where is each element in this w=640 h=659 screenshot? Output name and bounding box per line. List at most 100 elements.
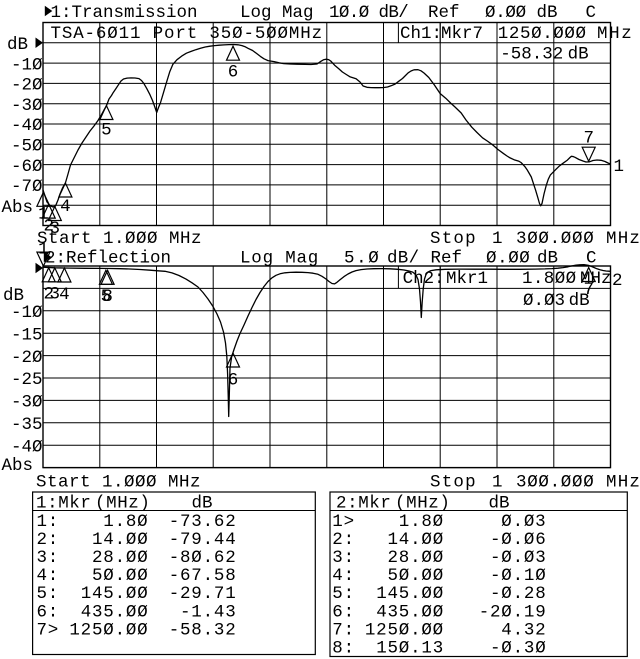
svg-text:Stop: Stop — [430, 229, 477, 249]
svg-text:-25: -25 — [11, 370, 43, 390]
svg-text:4.32: 4.32 — [501, 620, 546, 640]
svg-text:1.8ØØ: 1.8ØØ — [522, 269, 577, 289]
svg-text:5:: 5: — [37, 584, 60, 604]
svg-text:-1.43: -1.43 — [180, 602, 237, 622]
svg-text:Ch1:: Ch1: — [400, 24, 442, 44]
svg-text:14.ØØ: 14.ØØ — [387, 530, 444, 550]
svg-text:8:: 8: — [332, 639, 355, 659]
svg-text:dB: dB — [569, 291, 590, 311]
svg-text:-79.44: -79.44 — [169, 530, 237, 550]
svg-text:28.ØØ: 28.ØØ — [92, 548, 149, 568]
svg-text:5Ø.ØØ: 5Ø.ØØ — [92, 566, 149, 586]
svg-text:2: 2 — [612, 271, 623, 291]
svg-text:3:: 3: — [37, 548, 60, 568]
svg-text:2:: 2: — [332, 530, 355, 550]
svg-text:4:: 4: — [332, 566, 355, 586]
svg-text:(MHz): (MHz) — [95, 493, 151, 513]
svg-text:-2Ø.19: -2Ø.19 — [479, 602, 547, 622]
svg-text:145.ØØ: 145.ØØ — [376, 584, 444, 604]
svg-text:7: 7 — [583, 129, 594, 149]
svg-text:-58.32: -58.32 — [169, 620, 237, 640]
svg-text:dB: dB — [7, 35, 28, 55]
svg-text:125Ø.ØØØ: 125Ø.ØØØ — [498, 24, 587, 44]
svg-text:28.ØØ: 28.ØØ — [387, 548, 444, 568]
svg-text:7>: 7> — [37, 620, 60, 640]
svg-text:145.ØØ: 145.ØØ — [81, 584, 149, 604]
svg-text:-35: -35 — [11, 415, 43, 435]
svg-text:1: 1 — [38, 239, 49, 259]
svg-text:435.ØØ: 435.ØØ — [81, 602, 149, 622]
svg-text:3:: 3: — [332, 548, 355, 568]
svg-text:1: 1 — [492, 472, 503, 492]
svg-text:3ØØ.ØØØ: 3ØØ.ØØØ — [516, 229, 594, 249]
svg-text:2:Reflection: 2:Reflection — [45, 248, 171, 268]
svg-text:-67.58: -67.58 — [169, 566, 237, 586]
svg-text:Ref: Ref — [431, 248, 463, 268]
svg-text:5:: 5: — [332, 584, 355, 604]
svg-text:7:: 7: — [332, 620, 355, 640]
svg-text:MHz: MHz — [606, 472, 640, 492]
svg-text:-Ø.3Ø: -Ø.3Ø — [490, 639, 547, 659]
svg-text:1.8Ø: 1.8Ø — [399, 512, 444, 532]
svg-text:Mkr1: Mkr1 — [446, 269, 488, 289]
svg-text:4: 4 — [60, 197, 71, 217]
svg-text:-Ø.Ø3: -Ø.Ø3 — [490, 548, 547, 568]
svg-text:7: 7 — [583, 280, 594, 300]
svg-text:14.ØØ: 14.ØØ — [92, 530, 149, 550]
svg-text:-73.62: -73.62 — [169, 512, 237, 532]
svg-text:5: 5 — [101, 287, 112, 307]
svg-text:2: 2 — [43, 216, 54, 236]
svg-text:MHz: MHz — [597, 24, 633, 44]
svg-text:Log Mag: Log Mag — [240, 248, 319, 268]
svg-text:Ø.Ø3: Ø.Ø3 — [523, 291, 565, 311]
svg-text:-8Ø.62: -8Ø.62 — [169, 548, 237, 568]
svg-text:-58.32: -58.32 — [500, 44, 563, 64]
svg-text:4: 4 — [59, 285, 70, 305]
svg-text:Stop: Stop — [430, 472, 477, 492]
svg-text:-5Ø: -5Ø — [11, 137, 43, 157]
svg-text:1: 1 — [614, 157, 625, 177]
svg-text:dB: dB — [3, 286, 24, 306]
svg-text:5: 5 — [101, 121, 112, 141]
svg-text:8: 8 — [102, 287, 113, 307]
svg-text:-1Ø: -1Ø — [11, 55, 43, 75]
svg-text:1: 1 — [492, 229, 503, 249]
svg-text:dB/: dB/ — [387, 248, 419, 268]
svg-text:-2Ø: -2Ø — [11, 76, 43, 96]
svg-text:-4Ø: -4Ø — [11, 116, 43, 136]
svg-text:dB: dB — [192, 493, 213, 513]
svg-text:Abs: Abs — [2, 456, 34, 476]
svg-text:(MHz): (MHz) — [395, 493, 451, 513]
svg-text:1:Mkr: 1:Mkr — [36, 493, 92, 513]
svg-text:dB: dB — [537, 3, 558, 23]
svg-text:dB: dB — [489, 493, 510, 513]
svg-text:-2Ø: -2Ø — [11, 348, 43, 368]
svg-text:6: 6 — [228, 63, 239, 83]
svg-text:Log Mag: Log Mag — [240, 3, 314, 23]
svg-text:Abs: Abs — [2, 198, 34, 218]
svg-text:Ref: Ref — [428, 3, 460, 23]
svg-text:3ØØ.ØØØ: 3ØØ.ØØØ — [516, 472, 594, 492]
svg-text:MHz: MHz — [606, 229, 640, 249]
svg-text:15Ø.13: 15Ø.13 — [376, 639, 444, 659]
svg-text:6:: 6: — [37, 602, 60, 622]
svg-text:-Ø.Ø6: -Ø.Ø6 — [490, 530, 547, 550]
svg-text:1Ø.Ø dB/: 1Ø.Ø dB/ — [329, 3, 408, 23]
svg-text:1:: 1: — [37, 512, 60, 532]
svg-text:125Ø.ØØ: 125Ø.ØØ — [69, 620, 148, 640]
svg-text:5Ø.ØØ: 5Ø.ØØ — [387, 566, 444, 586]
svg-text:3: 3 — [50, 219, 61, 239]
svg-text:1:Transmission: 1:Transmission — [51, 3, 198, 23]
svg-text:2: 2 — [43, 285, 54, 305]
svg-text:dB: dB — [568, 44, 589, 64]
svg-text:-3Ø: -3Ø — [11, 96, 43, 116]
svg-text:-Ø.1Ø: -Ø.1Ø — [490, 566, 547, 586]
svg-text:2:: 2: — [37, 530, 60, 550]
svg-text:4:: 4: — [37, 566, 60, 586]
svg-text:5.Ø: 5.Ø — [344, 248, 380, 268]
svg-text:Ø.ØØ: Ø.ØØ — [486, 248, 530, 268]
svg-text:Ø.Ø3: Ø.Ø3 — [501, 512, 546, 532]
svg-text:-29.71: -29.71 — [169, 584, 237, 604]
svg-text:C: C — [586, 3, 597, 23]
svg-text:-7Ø: -7Ø — [11, 177, 43, 197]
